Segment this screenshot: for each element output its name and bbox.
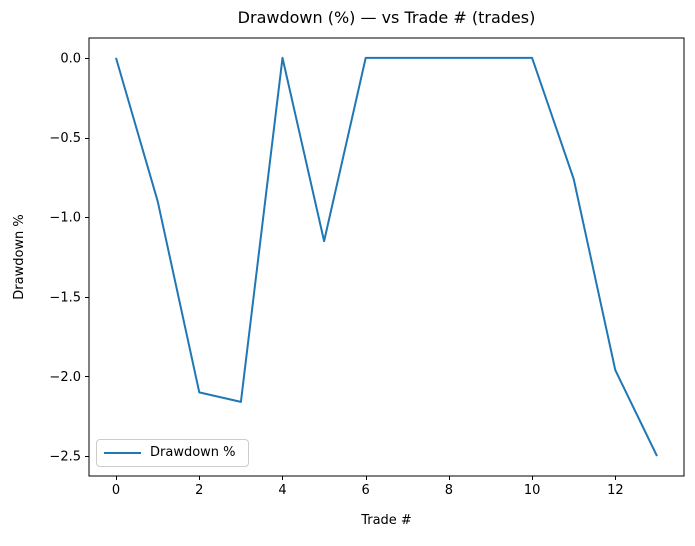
y-tick-label: −2.5 [49, 450, 81, 465]
x-tick-label: 0 [112, 483, 120, 498]
x-tick-label: 6 [362, 483, 370, 498]
plot-border [88, 37, 685, 477]
x-tick-label: 8 [445, 483, 453, 498]
legend-label: Drawdown % [150, 445, 236, 460]
y-axis-label: Drawdown % [12, 214, 27, 300]
y-tick-label: −2.0 [49, 370, 81, 385]
chart-title: Drawdown (%) — vs Trade # (trades) [237, 8, 536, 27]
legend: Drawdown % [96, 439, 249, 467]
x-tick-label: 4 [278, 483, 286, 498]
y-tick-label: 0.0 [60, 51, 81, 66]
y-tick-label: −1.5 [49, 290, 81, 305]
legend-line-sample [104, 452, 141, 454]
y-tick-label: −0.5 [49, 131, 81, 146]
x-tick-label: 12 [607, 483, 624, 498]
x-axis-label: Trade # [361, 513, 412, 528]
series-line [115, 56, 658, 457]
x-tick-label: 2 [195, 483, 203, 498]
x-tick-label: 10 [524, 483, 541, 498]
y-tick-label: −1.0 [49, 211, 81, 226]
